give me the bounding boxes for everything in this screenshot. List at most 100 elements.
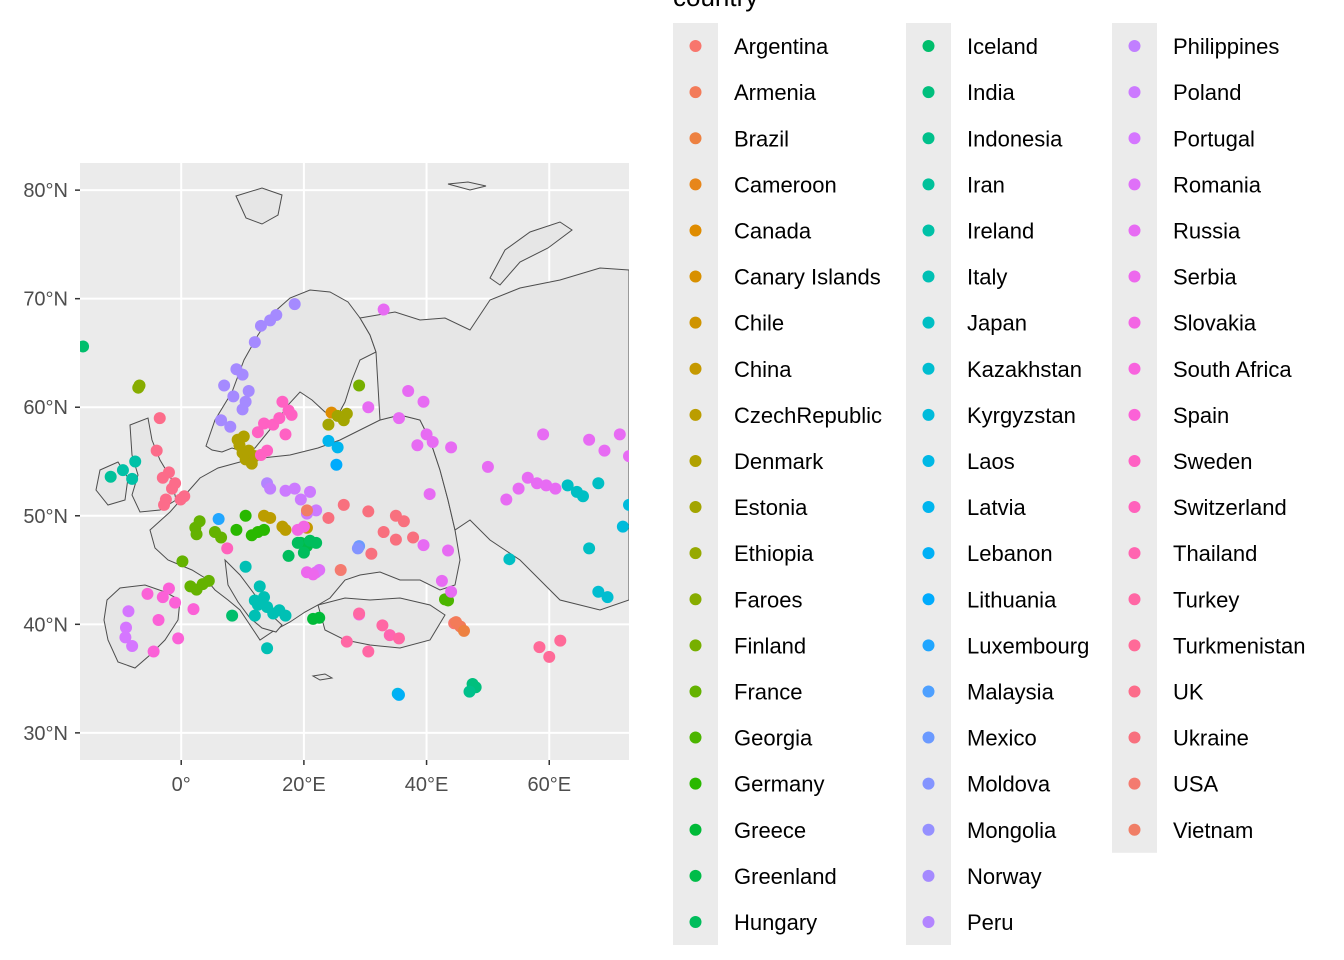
legend-label: Lebanon (967, 541, 1053, 566)
site-point (377, 303, 390, 316)
site-point (340, 635, 353, 648)
legend-key (922, 731, 935, 744)
legend-label: Finland (734, 633, 806, 658)
legend-key (922, 270, 935, 283)
legend-label: Vietnam (1173, 818, 1253, 843)
site-point (279, 523, 292, 536)
legend-key (922, 547, 935, 560)
legend-label: China (734, 357, 792, 382)
site-point (362, 401, 375, 414)
site-point (423, 488, 436, 501)
site-point (334, 564, 347, 577)
legend-label: Japan (967, 311, 1027, 336)
site-points (80, 298, 629, 701)
site-point (353, 607, 366, 620)
site-point (288, 482, 301, 495)
site-point (623, 450, 629, 463)
legend-key (922, 408, 935, 421)
svalbard-outline (235, 187, 283, 225)
legend-label: Laos (967, 449, 1015, 474)
x-axis: 0° 20°E 40°E 60°E (172, 760, 571, 796)
site-point (239, 560, 252, 573)
site-point (230, 523, 243, 536)
site-point (264, 511, 277, 524)
legend-key (1128, 593, 1141, 606)
site-point (152, 613, 165, 626)
site-point (261, 444, 274, 457)
legend-label: Peru (967, 910, 1013, 935)
legend-label: Russia (1173, 218, 1241, 243)
site-point (156, 591, 169, 604)
legend-label: Chile (734, 311, 784, 336)
legend-key (922, 132, 935, 145)
site-point (258, 523, 271, 536)
site-point (583, 433, 596, 446)
site-point (442, 544, 455, 557)
site-point (445, 441, 458, 454)
legend-key (689, 823, 702, 836)
cyprus-outline (311, 673, 334, 681)
site-point (411, 439, 424, 452)
site-point (273, 412, 286, 425)
site-point (116, 464, 129, 477)
legend-label: Greece (734, 818, 806, 843)
site-point (253, 580, 266, 593)
legend-label: Poland (1173, 80, 1242, 105)
legend-key (1128, 777, 1141, 790)
legend-key (922, 593, 935, 606)
legend-label: Georgia (734, 726, 813, 751)
site-point (549, 482, 562, 495)
site-point (224, 420, 237, 433)
legend-label: Ukraine (1173, 726, 1249, 751)
site-point (226, 609, 239, 622)
site-point (392, 632, 405, 645)
legend-label: Germany (734, 772, 824, 797)
legend-key (689, 40, 702, 53)
legend-label: Kyrgyzstan (967, 403, 1076, 428)
legend-key (1128, 86, 1141, 99)
site-point (304, 485, 317, 498)
legend-key (922, 869, 935, 882)
site-point (227, 390, 240, 403)
site-point (169, 477, 182, 490)
y-tick-label: 50°N (23, 506, 68, 528)
site-point (417, 539, 430, 552)
site-point (392, 412, 405, 425)
legend-label: Faroes (734, 587, 802, 612)
site-point (248, 609, 261, 622)
site-point (294, 493, 307, 506)
legend-label: Spain (1173, 403, 1229, 428)
legend-label: Serbia (1173, 265, 1237, 290)
legend-key (922, 685, 935, 698)
legend-label: Canary Islands (734, 265, 881, 290)
legend-key (922, 777, 935, 790)
site-point (279, 484, 292, 497)
legend-key (689, 132, 702, 145)
site-point (236, 368, 249, 381)
site-point (417, 395, 430, 408)
legend-label: Cameroon (734, 172, 837, 197)
site-point (310, 504, 323, 517)
site-point (236, 403, 249, 416)
site-point (162, 582, 175, 595)
legend-key (1128, 823, 1141, 836)
y-tick-label: 80°N (23, 180, 68, 202)
site-point (285, 408, 298, 421)
legend-key (922, 501, 935, 514)
y-axis: 30°N 40°N 50°N 60°N 70°N 80°N (23, 180, 80, 745)
legend-key (1128, 224, 1141, 237)
legend-key (1128, 639, 1141, 652)
legend-label: Mexico (967, 726, 1037, 751)
legend-key (1128, 40, 1141, 53)
legend-label: Turkmenistan (1173, 633, 1305, 658)
site-point (598, 444, 611, 457)
site-point (351, 542, 364, 555)
site-point (248, 336, 261, 349)
legend-key-background (673, 23, 718, 945)
country-legend: country Argentina Armenia Brazil Cameroon Ca… (673, 0, 1305, 945)
legend-key (1128, 408, 1141, 421)
x-tick-label: 20°E (282, 774, 326, 796)
legend-label: Mongolia (967, 818, 1057, 843)
legend-key-background (1112, 23, 1157, 853)
legend-key (689, 915, 702, 928)
